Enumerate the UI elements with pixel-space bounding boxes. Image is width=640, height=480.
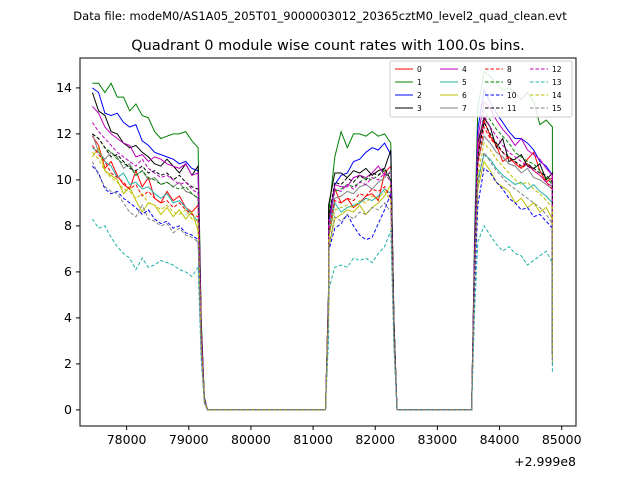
x-tick-label: 84000	[480, 432, 520, 447]
series-line-8	[91, 125, 553, 411]
plot-frame	[79, 57, 577, 427]
y-tick-label: 4	[64, 310, 72, 325]
legend-label-6: 6	[462, 91, 467, 100]
legend-label-14: 14	[552, 91, 562, 100]
y-tick-label: 10	[56, 172, 72, 187]
legend-label-9: 9	[507, 78, 512, 87]
chart-suptitle: Data file: modeM0/AS1A05_205T01_90000030…	[73, 9, 567, 23]
series-layer	[91, 70, 553, 411]
y-tick-label: 6	[64, 264, 72, 279]
x-tick-label: 82000	[355, 432, 395, 447]
x-tick-label: 79000	[169, 432, 209, 447]
legend-label-1: 1	[417, 78, 422, 87]
legend-label-8: 8	[507, 65, 512, 74]
series-line-2	[92, 87, 553, 411]
legend-label-0: 0	[417, 65, 422, 74]
x-tick-label: 81000	[293, 432, 333, 447]
legend-label-3: 3	[417, 104, 422, 113]
series-line-15	[91, 151, 553, 411]
series-line-14	[92, 142, 553, 411]
legend-box	[389, 60, 573, 118]
series-line-7	[91, 133, 553, 411]
series-line-13	[91, 218, 553, 411]
y-tick-label: 0	[64, 402, 72, 417]
legend-label-12: 12	[552, 65, 562, 74]
x-axis: 78000 79000 80000 81000 82000 83000 84000 85000	[107, 426, 582, 447]
x-tick-label: 80000	[231, 432, 271, 447]
y-tick-label: 2	[64, 356, 72, 371]
series-line-12	[91, 113, 553, 411]
chart-title: Quadrant 0 module wise count rates with …	[131, 38, 525, 54]
legend-label-11: 11	[507, 104, 517, 113]
x-tick-label: 85000	[542, 432, 582, 447]
series-line-6	[91, 146, 553, 411]
series-line-10	[92, 165, 553, 411]
series-line-3	[91, 92, 553, 411]
x-offset-label: +2.999e8	[514, 454, 576, 469]
series-line-5	[92, 147, 553, 411]
series-line-9	[92, 109, 553, 411]
x-tick-label: 78000	[107, 432, 147, 447]
y-tick-label: 8	[64, 218, 72, 233]
legend-label-2: 2	[417, 91, 422, 100]
legend-label-10: 10	[507, 91, 517, 100]
y-tick-label: 14	[56, 80, 72, 95]
legend-label-15: 15	[552, 104, 562, 113]
legend-label-4: 4	[462, 65, 467, 74]
y-axis: 0 2 4 6 8 10 12 14	[56, 80, 80, 417]
series-line-4	[92, 100, 553, 411]
legend-label-7: 7	[462, 104, 467, 113]
legend-label-13: 13	[552, 78, 562, 87]
legend-label-5: 5	[462, 78, 467, 87]
y-tick-label: 12	[56, 126, 72, 141]
x-tick-label: 83000	[418, 432, 458, 447]
series-line-11	[92, 120, 553, 411]
